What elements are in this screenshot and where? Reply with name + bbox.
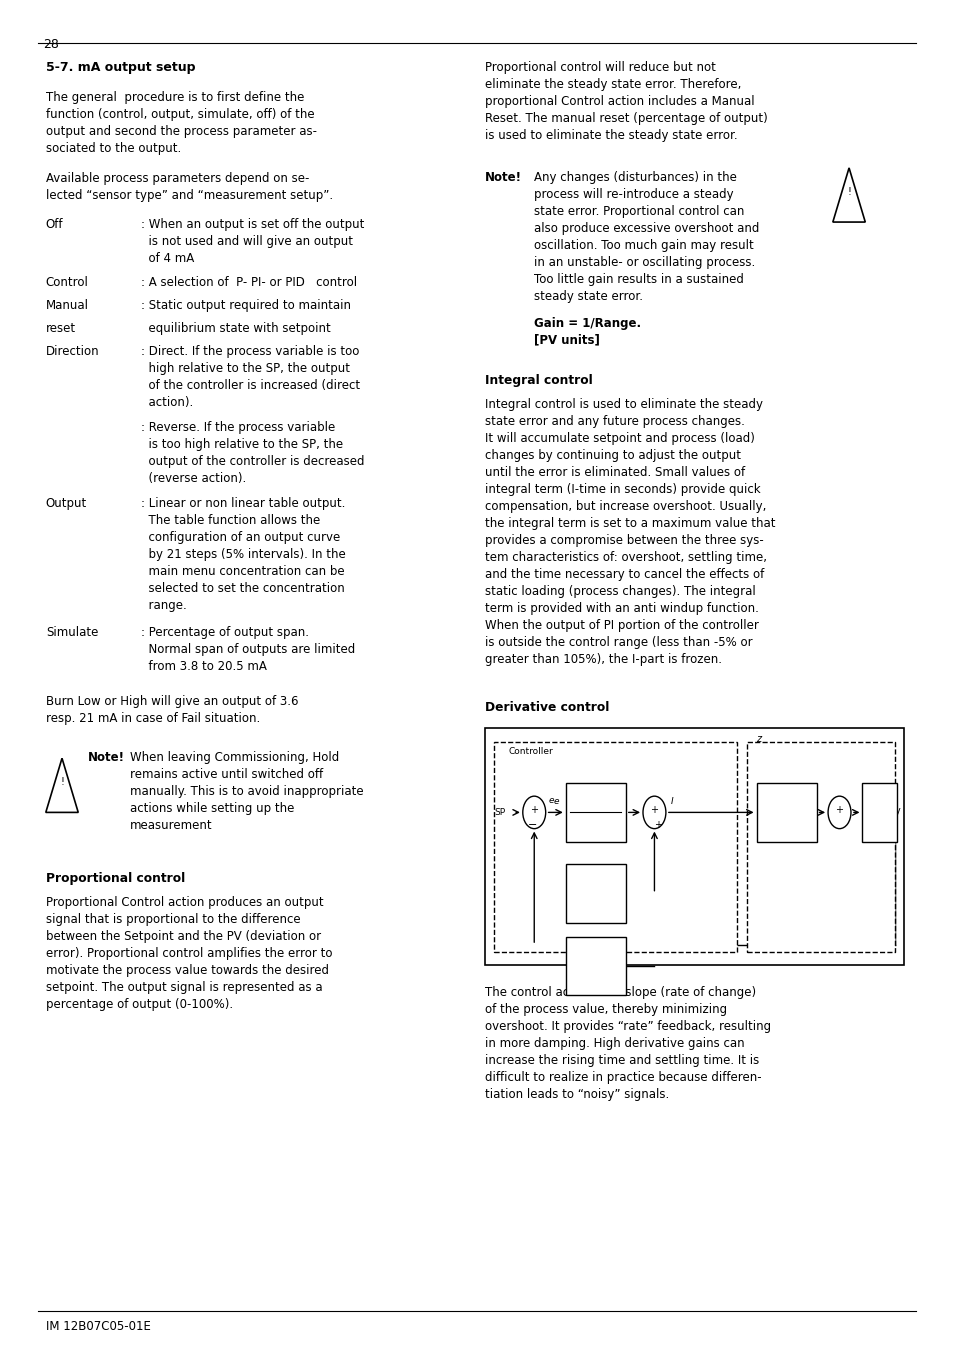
Text: The control acts on the slope (rate of change)
of the process value, thereby min: The control acts on the slope (rate of c…: [484, 986, 770, 1101]
Text: −: −: [527, 819, 537, 830]
Text: : Direct. If the process variable is too
  high relative to the SP, the output
 : : Direct. If the process variable is too…: [141, 345, 360, 409]
Text: Process: Process: [775, 747, 809, 757]
Text: Manual: Manual: [46, 299, 89, 313]
FancyBboxPatch shape: [494, 742, 737, 952]
Text: +: +: [654, 819, 661, 830]
Text: equilibrium state with setpoint: equilibrium state with setpoint: [141, 322, 331, 336]
Text: reset: reset: [46, 322, 76, 336]
Text: : When an output is set off the output
  is not used and will give an output
  o: : When an output is set off the output i…: [141, 218, 364, 265]
Text: Off: Off: [46, 218, 63, 232]
Text: Proportional Control action produces an output
signal that is proportional to th: Proportional Control action produces an …: [46, 896, 332, 1011]
Text: Actuator: Actuator: [768, 808, 803, 816]
Text: +: +: [650, 804, 658, 815]
Text: +: +: [835, 804, 842, 815]
Text: e: e: [548, 796, 554, 804]
FancyBboxPatch shape: [565, 783, 625, 842]
Text: IM 12B07C05-01E: IM 12B07C05-01E: [46, 1320, 151, 1334]
Text: SP: SP: [494, 808, 505, 816]
Text: Note!: Note!: [88, 751, 125, 765]
Text: Integral control is used to eliminate the steady
state error and any future proc: Integral control is used to eliminate th…: [484, 398, 775, 666]
Text: Available process parameters depend on se-
lected “sensor type” and “measurement: Available process parameters depend on s…: [46, 172, 333, 202]
Text: PV: PV: [888, 808, 900, 816]
Text: : Percentage of output span.
  Normal span of outputs are limited
  from 3.8 to : : Percentage of output span. Normal span…: [141, 626, 355, 673]
Text: Process: Process: [863, 808, 894, 816]
Text: Control: Control: [46, 276, 89, 290]
Text: e: e: [553, 798, 558, 806]
Text: Output: Output: [46, 497, 87, 510]
Text: : Linear or non linear table output.
  The table function allows the
  configura: : Linear or non linear table output. The…: [141, 497, 346, 612]
Text: Direction: Direction: [46, 345, 99, 359]
Text: Derivative control: Derivative control: [484, 701, 608, 715]
Text: $\frac{dPV}{dt}$: $\frac{dPV}{dt}$: [599, 955, 616, 972]
FancyBboxPatch shape: [756, 783, 816, 842]
Text: Range: Range: [581, 821, 609, 829]
Text: : A selection of  P- PI- or PID   control: : A selection of P- PI- or PID control: [141, 276, 357, 290]
Text: $T_d$: $T_d$: [579, 956, 592, 971]
Text: : Reverse. If the process variable
  is too high relative to the SP, the
  outpu: : Reverse. If the process variable is to…: [141, 421, 364, 485]
Text: 5-7. mA output setup: 5-7. mA output setup: [46, 61, 195, 74]
FancyBboxPatch shape: [484, 728, 903, 965]
Text: z: z: [756, 734, 760, 743]
Text: Simulate: Simulate: [46, 626, 98, 639]
Text: e: e: [592, 796, 598, 807]
FancyBboxPatch shape: [746, 742, 894, 952]
Text: : Static output required to maintain: : Static output required to maintain: [141, 299, 351, 313]
Text: Integral control: Integral control: [484, 374, 592, 387]
Text: Gain = 1/Range.
[PV units]: Gain = 1/Range. [PV units]: [534, 317, 640, 347]
Text: $\int$e dt: $\int$e dt: [594, 881, 621, 900]
FancyBboxPatch shape: [565, 937, 625, 995]
Text: 28: 28: [43, 38, 59, 51]
Text: Proportional control will reduce but not
eliminate the steady state error. There: Proportional control will reduce but not…: [484, 61, 766, 142]
Text: Proportional control: Proportional control: [46, 872, 185, 886]
Text: !: !: [60, 777, 64, 787]
FancyBboxPatch shape: [862, 783, 896, 842]
Text: The general  procedure is to first define the
function (control, output, simulat: The general procedure is to first define…: [46, 91, 316, 154]
Text: I: I: [670, 798, 672, 806]
Text: When leaving Commissioning, Hold
remains active until switched off
manually. Thi: When leaving Commissioning, Hold remains…: [130, 751, 363, 833]
Text: Burn Low or High will give an output of 3.6
resp. 21 mA in case of Fail situatio: Burn Low or High will give an output of …: [46, 695, 298, 724]
Text: !: !: [846, 187, 850, 196]
Text: Note!: Note!: [484, 171, 521, 184]
FancyBboxPatch shape: [565, 864, 625, 923]
Text: Any changes (disturbances) in the
process will re-introduce a steady
state error: Any changes (disturbances) in the proces…: [534, 171, 759, 302]
Text: $\frac{1}{T_i}$: $\frac{1}{T_i}$: [581, 881, 590, 900]
Text: +: +: [530, 804, 537, 815]
Text: Controller: Controller: [508, 747, 553, 757]
